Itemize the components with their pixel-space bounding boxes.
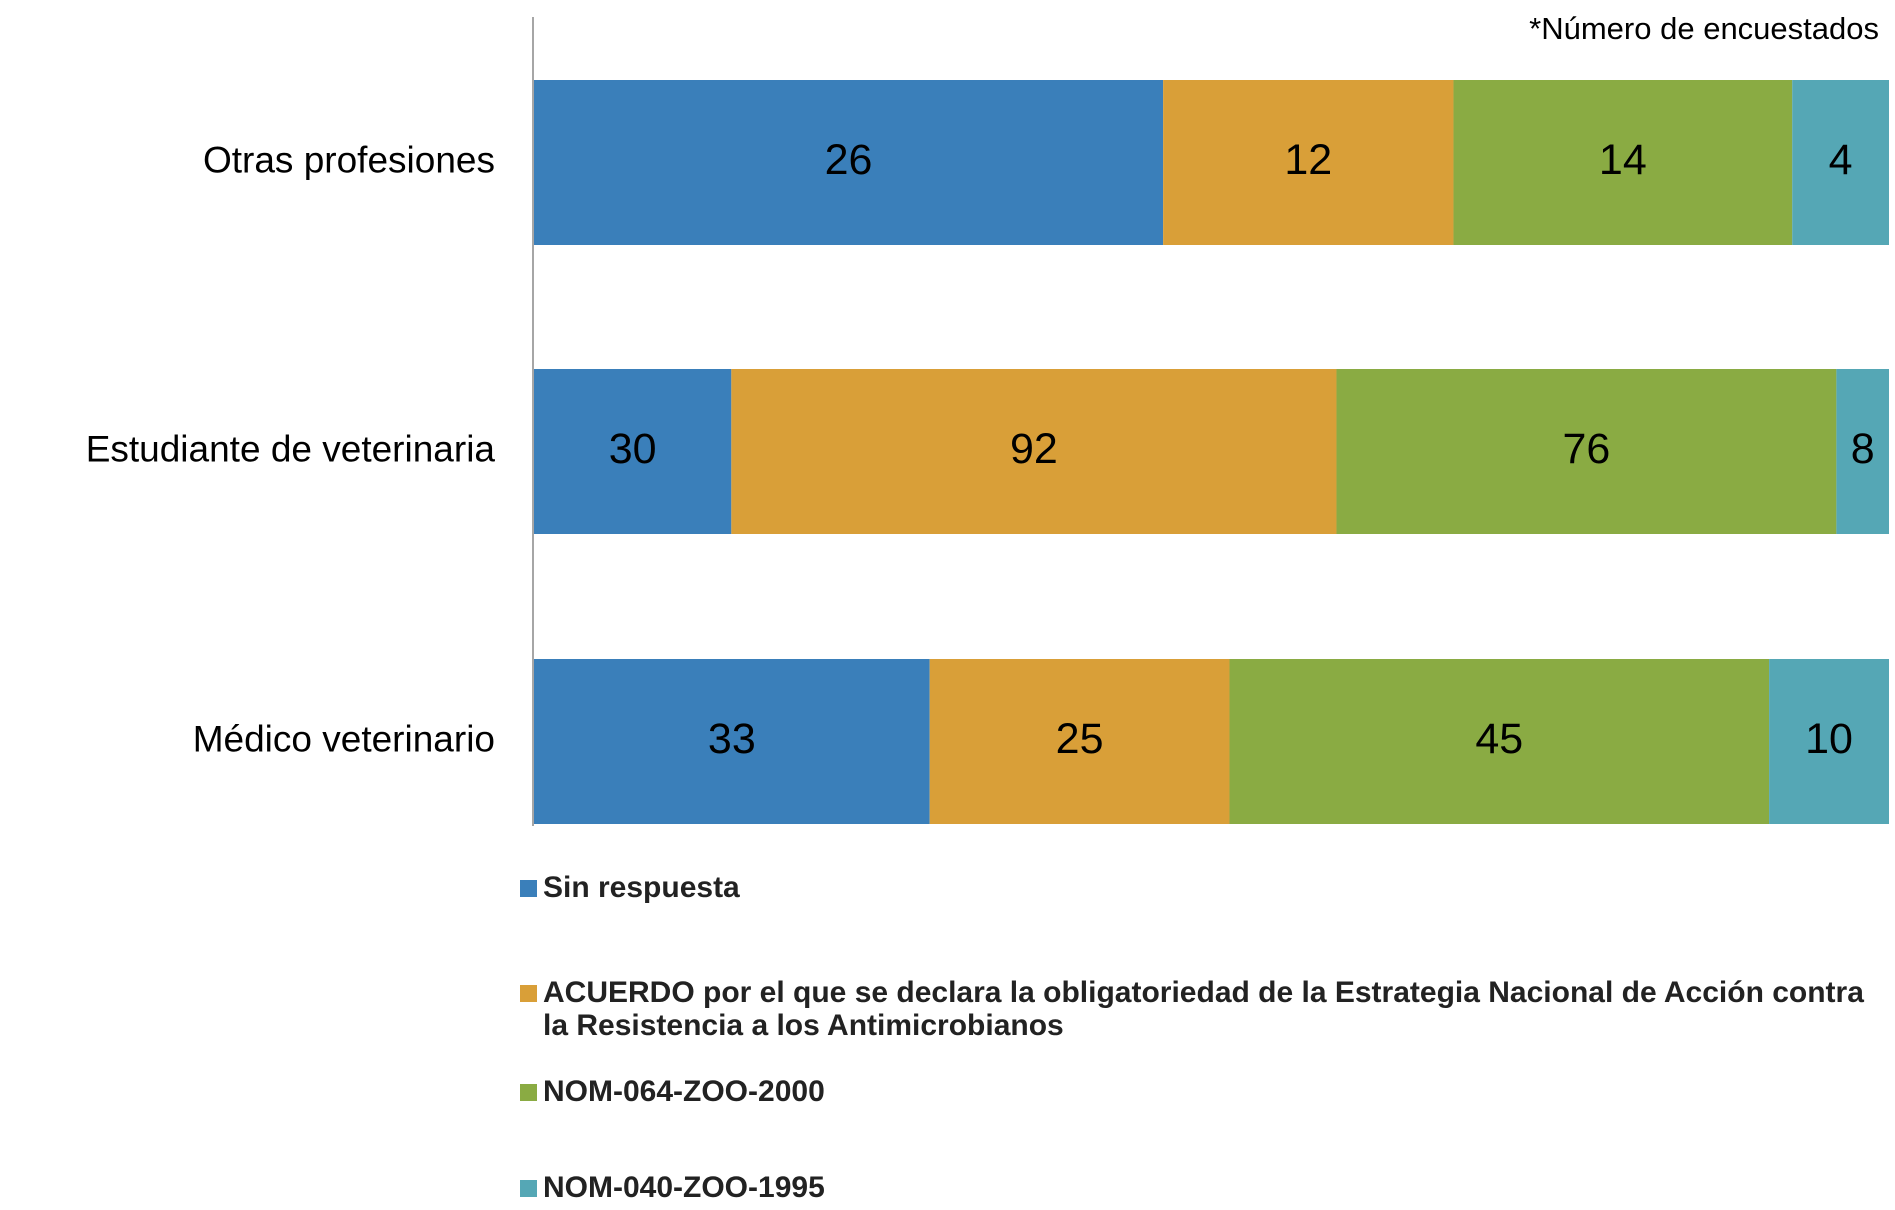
bar-segment	[1336, 369, 1837, 534]
legend-item: NOM-064-ZOO-2000	[520, 1075, 1890, 1108]
legend-label: NOM-040-ZOO-1995	[543, 1171, 825, 1204]
data-label: 92	[1010, 425, 1058, 473]
bar-segment	[1792, 80, 1889, 245]
annotation: *Número de encuestados	[1529, 11, 1879, 46]
legend-label: Sin respuesta	[543, 871, 740, 904]
legend-swatch	[520, 985, 537, 1002]
bar-segment	[929, 659, 1230, 824]
legend-item: Sin respuesta	[520, 871, 1890, 904]
legend-item: ACUERDO por el que se declara la obligat…	[520, 976, 1890, 1042]
data-label: 30	[609, 425, 657, 473]
data-label: 8	[1851, 425, 1875, 473]
bar-segment	[1836, 369, 1889, 534]
data-label: 14	[1599, 136, 1647, 184]
y-tick-label: Estudiante de veterinaria	[86, 428, 496, 469]
data-label: 4	[1829, 136, 1853, 184]
data-label: 10	[1805, 715, 1853, 763]
data-label: 26	[825, 136, 873, 184]
bar-segment	[534, 369, 732, 534]
legend-label: NOM-064-ZOO-2000	[543, 1075, 825, 1108]
data-label: 33	[708, 715, 756, 763]
legend-swatch	[520, 1180, 537, 1197]
bar-segment	[534, 659, 930, 824]
bar-segment	[1769, 659, 1889, 824]
y-tick-label: Otras profesiones	[203, 139, 495, 180]
data-label: 76	[1563, 425, 1611, 473]
y-tick-label: Médico veterinario	[193, 718, 495, 759]
bar-segment	[534, 80, 1164, 245]
legend-swatch	[520, 1084, 537, 1101]
legend-label: ACUERDO por el que se declara la obligat…	[543, 976, 1864, 1042]
data-label: 25	[1056, 715, 1104, 763]
data-label: 12	[1284, 136, 1332, 184]
legend-item: NOM-040-ZOO-1995	[520, 1171, 1890, 1204]
data-label: 45	[1475, 715, 1523, 763]
bar-segment	[1163, 80, 1454, 245]
bar-segment	[1229, 659, 1770, 824]
legend-swatch	[520, 880, 537, 897]
bar-segment	[731, 369, 1337, 534]
bar-segment	[1453, 80, 1793, 245]
